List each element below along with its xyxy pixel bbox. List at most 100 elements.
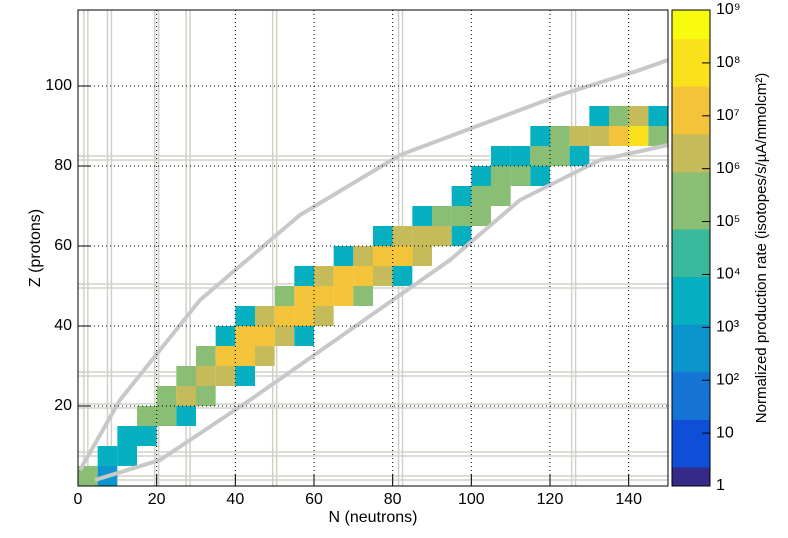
colorbar-step [672,19,710,30]
heatmap-cell [137,426,157,446]
colorbar-step [672,67,710,78]
heatmap-cell [196,346,216,366]
colorbar-step [672,76,710,87]
envelope-upper [78,58,669,471]
colorbar-step [672,476,710,487]
heatmap-cell [294,286,314,306]
colorbar-step [672,438,710,449]
heatmap-cell [255,326,275,346]
colorbar-step [672,133,710,144]
heatmap-cell [255,346,275,366]
colorbar-step [672,352,710,363]
colorbar-step [672,162,710,173]
heatmap-cell [451,206,472,226]
x-tick-label: 120 [537,491,564,508]
heatmap-cell [353,286,373,306]
heatmap-cell [78,466,98,486]
heatmap-cell [274,306,295,326]
colorbar-tick-label: 10⁵ [716,213,740,230]
colorbar-step [672,276,710,287]
heatmap-cell [274,286,295,306]
colorbar-step [672,267,710,278]
heatmap-cell [471,206,491,226]
heatmap-cell [392,266,413,286]
heatmap-cell [156,406,177,426]
colorbar-tick-label: 10² [716,371,740,388]
colorbar-step [672,48,710,59]
heatmap-cell [569,146,590,166]
colorbar-step [672,390,710,401]
heatmap-cell [392,226,413,246]
heatmap-cell [530,166,550,186]
envelope-lower [94,143,669,482]
heatmap-cell [156,386,177,406]
x-tick-label: 20 [148,491,166,508]
heatmap-cell [235,326,255,346]
heatmap-cell [176,386,196,406]
heatmap-cell [294,266,314,286]
heatmap-cell [215,346,236,366]
colorbar-tick-label: 10⁸ [716,54,741,71]
colorbar-step [672,419,710,430]
heatmap-cell [215,326,236,346]
heatmap-cell [589,126,609,146]
colorbar-step [672,152,710,163]
colorbar-step [672,466,710,477]
colorbar-step [672,209,710,220]
colorbar-tick-label: 10⁹ [716,1,741,18]
heatmap-cell [451,186,472,206]
heatmap-cell [412,226,432,246]
heatmap-cell [333,266,354,286]
heatmap-cell [510,146,531,166]
colorbar-step [672,248,710,259]
heatmap-cell [628,126,649,146]
heatmap-cell [491,146,511,166]
x-tick-label: 80 [384,491,402,508]
heatmap-cell [314,266,334,286]
heatmap-cell [648,126,668,146]
y-tick-label: 40 [54,317,72,334]
heatmap-cell [432,226,452,246]
x-axis-label: N (neutrons) [329,509,418,526]
heatmap-cell [235,346,255,366]
heatmap-cell [609,106,629,126]
heatmap-cell [373,226,393,246]
y-axis-label: Z (protons) [27,209,44,287]
heatmap-cell [235,366,255,386]
colorbar-step [672,362,710,373]
heatmap-cell [196,366,216,386]
colorbar-step [672,29,710,40]
colorbar-step [672,409,710,420]
heatmap-cell [491,166,511,186]
colorbar-step [672,10,710,21]
colorbar-step [672,381,710,392]
heatmap-cell [648,106,668,126]
y-tick-label: 20 [54,397,72,414]
colorbar-frame [671,9,711,487]
colorbar-tick-label: 10⁷ [716,107,740,124]
heatmap-cell [294,326,314,346]
heatmap-cell [510,166,531,186]
colorbar-tick-label: 10⁶ [716,160,740,177]
colorbar-tick-label: 1 [716,477,725,494]
heatmap-cell [333,246,354,266]
heatmap-cell [117,446,137,466]
colorbar-step [672,286,710,297]
heatmap-cell [235,306,255,326]
colorbar-step [672,324,710,335]
heatmap-cell [530,126,550,146]
colorbar-step [672,428,710,439]
heatmap-cell [314,306,334,326]
heatmap-cell [412,246,432,266]
colorbar-step [672,95,710,106]
colorbar-step [672,86,710,97]
colorbar-step [672,200,710,211]
heatmap-cell [294,306,314,326]
y-tick-label: 60 [54,237,72,254]
heatmap-cell [471,186,491,206]
colorbar-tick-label: 10 [716,424,734,441]
y-tick-label: 100 [45,77,72,94]
colorbar-step [672,457,710,468]
heatmap-cell [215,366,236,386]
